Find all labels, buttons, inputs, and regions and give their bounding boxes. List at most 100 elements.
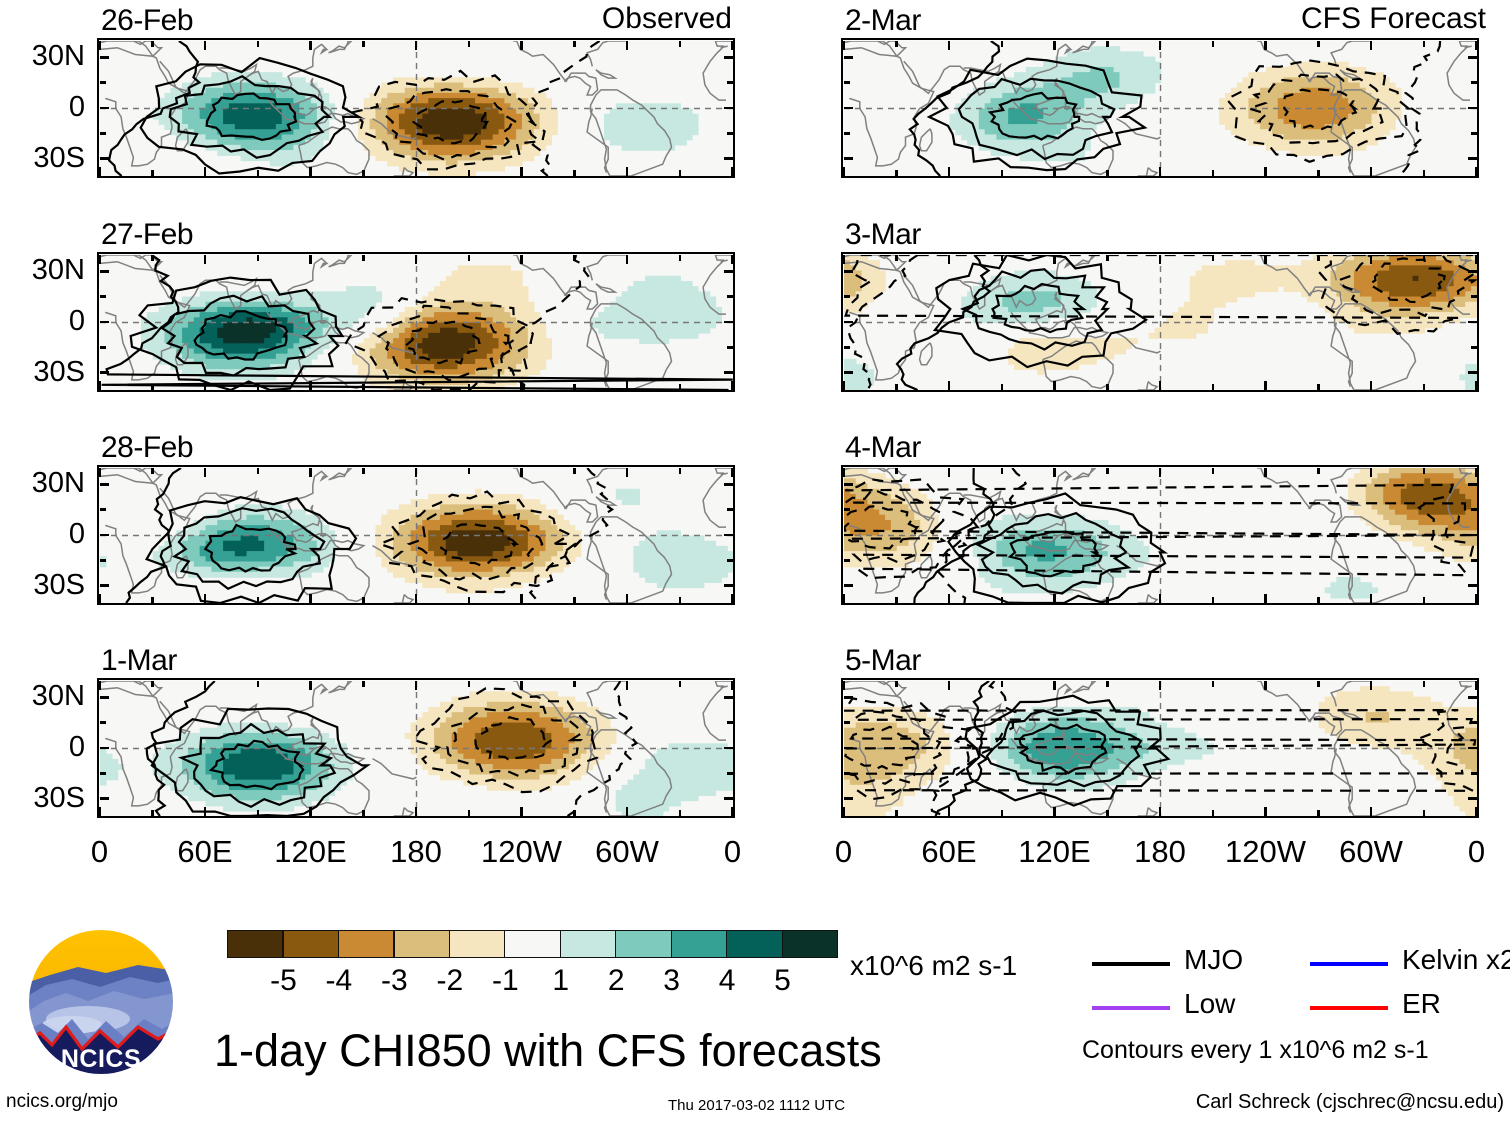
x-tick (520, 806, 523, 816)
x-tick (678, 254, 681, 261)
y-tick (723, 371, 733, 374)
x-tick (1317, 809, 1320, 816)
x-tick (947, 680, 951, 690)
y-axis-tick-label: 30S (33, 141, 85, 174)
x-tick (1211, 809, 1214, 816)
x-tick (678, 169, 681, 176)
x-tick (678, 680, 681, 687)
x-tick (467, 169, 470, 176)
map-panel-27-feb[interactable] (97, 252, 735, 392)
x-axis-tick-label: 60E (177, 834, 233, 869)
map-panel-4-mar[interactable] (841, 465, 1479, 605)
map-panel-3-mar[interactable] (841, 252, 1479, 392)
x-tick (256, 40, 259, 47)
x-tick (309, 254, 312, 264)
x-tick (362, 169, 365, 176)
y-tick (723, 320, 733, 324)
y-tick (843, 295, 850, 298)
map-panel-1-mar[interactable] (97, 678, 735, 818)
x-tick (842, 380, 845, 390)
x-axis-tick-label: 180 (1134, 834, 1186, 869)
x-tick (1053, 254, 1056, 264)
map-panel-2-mar[interactable] (841, 38, 1479, 178)
legend-line-swatch (1310, 962, 1388, 966)
x-tick (256, 467, 259, 474)
y-tick (1467, 157, 1477, 160)
y-tick (99, 295, 106, 298)
legend-item-low[interactable]: Low (1092, 990, 1292, 1026)
x-tick (1000, 467, 1003, 474)
x-tick (947, 593, 951, 603)
x-tick (362, 809, 365, 816)
x-tick (520, 40, 523, 50)
x-tick (1317, 383, 1320, 390)
column-heading-forecast: CFS Forecast (1300, 2, 1486, 35)
x-tick (1158, 806, 1162, 816)
x-tick (1053, 467, 1056, 477)
y-tick (843, 508, 850, 511)
x-tick (895, 680, 898, 687)
y-tick (843, 371, 853, 374)
y-tick (843, 721, 850, 724)
ncics-logo: NCICS (26, 927, 176, 1077)
y-tick (1470, 508, 1477, 511)
x-tick (414, 254, 418, 264)
legend-item-mjo[interactable]: MJO (1092, 946, 1292, 982)
x-tick (625, 40, 629, 50)
column-heading-observed: Observed (601, 2, 732, 35)
x-tick (203, 593, 207, 603)
x-tick (1264, 40, 1267, 50)
x-tick (678, 467, 681, 474)
panel-date-label: 3-Mar (845, 218, 921, 251)
colorbar-swatch (227, 930, 284, 958)
x-tick (1317, 680, 1320, 687)
y-tick (723, 56, 733, 59)
x-tick (1211, 680, 1214, 687)
x-tick (1158, 593, 1162, 603)
map-panel-28-feb[interactable] (97, 465, 735, 605)
map-panel-5-mar[interactable] (841, 678, 1479, 818)
x-tick (573, 680, 576, 687)
y-tick (1470, 721, 1477, 724)
site-url[interactable]: ncics.org/mjo (6, 1091, 118, 1112)
legend-item-er[interactable]: ER (1310, 990, 1510, 1026)
map-panel-26-feb[interactable] (97, 38, 735, 178)
y-tick (99, 797, 109, 800)
y-tick (843, 346, 850, 349)
y-tick (843, 483, 853, 486)
y-tick (726, 721, 733, 724)
x-tick (1422, 809, 1425, 816)
colorbar-swatch (338, 930, 395, 958)
colorbar-tick-label: 4 (718, 964, 736, 997)
x-tick (731, 467, 734, 477)
y-tick (726, 508, 733, 511)
panel-date-label: 1-Mar (101, 644, 177, 677)
y-tick (99, 721, 106, 724)
y-tick (723, 270, 733, 273)
x-tick (1053, 593, 1056, 603)
x-tick (625, 593, 629, 603)
x-tick (151, 169, 154, 176)
x-tick (98, 380, 101, 390)
x-tick (1422, 467, 1425, 474)
x-tick (842, 593, 845, 603)
x-tick (947, 40, 951, 50)
x-tick (1475, 254, 1478, 264)
x-axis-tick-label: 0 (1467, 834, 1486, 869)
x-tick (98, 806, 101, 816)
x-tick (203, 254, 207, 264)
x-axis-tick-label: 120W (481, 834, 562, 869)
figure-title: 1-day CHI850 with CFS forecasts (214, 1025, 882, 1076)
x-tick (467, 680, 470, 687)
y-tick (1467, 371, 1477, 374)
x-tick (1317, 467, 1320, 474)
y-axis-tick-label: 30S (33, 568, 85, 601)
y-tick (843, 56, 853, 59)
author-credit: Carl Schreck (cjschrec@ncsu.edu) (1195, 1091, 1504, 1113)
y-tick (99, 483, 109, 486)
x-tick (1106, 467, 1109, 474)
x-tick (731, 380, 734, 390)
x-tick (362, 40, 365, 47)
x-tick (1264, 380, 1267, 390)
legend-item-kelvin-x2[interactable]: Kelvin x2 (1310, 946, 1510, 982)
